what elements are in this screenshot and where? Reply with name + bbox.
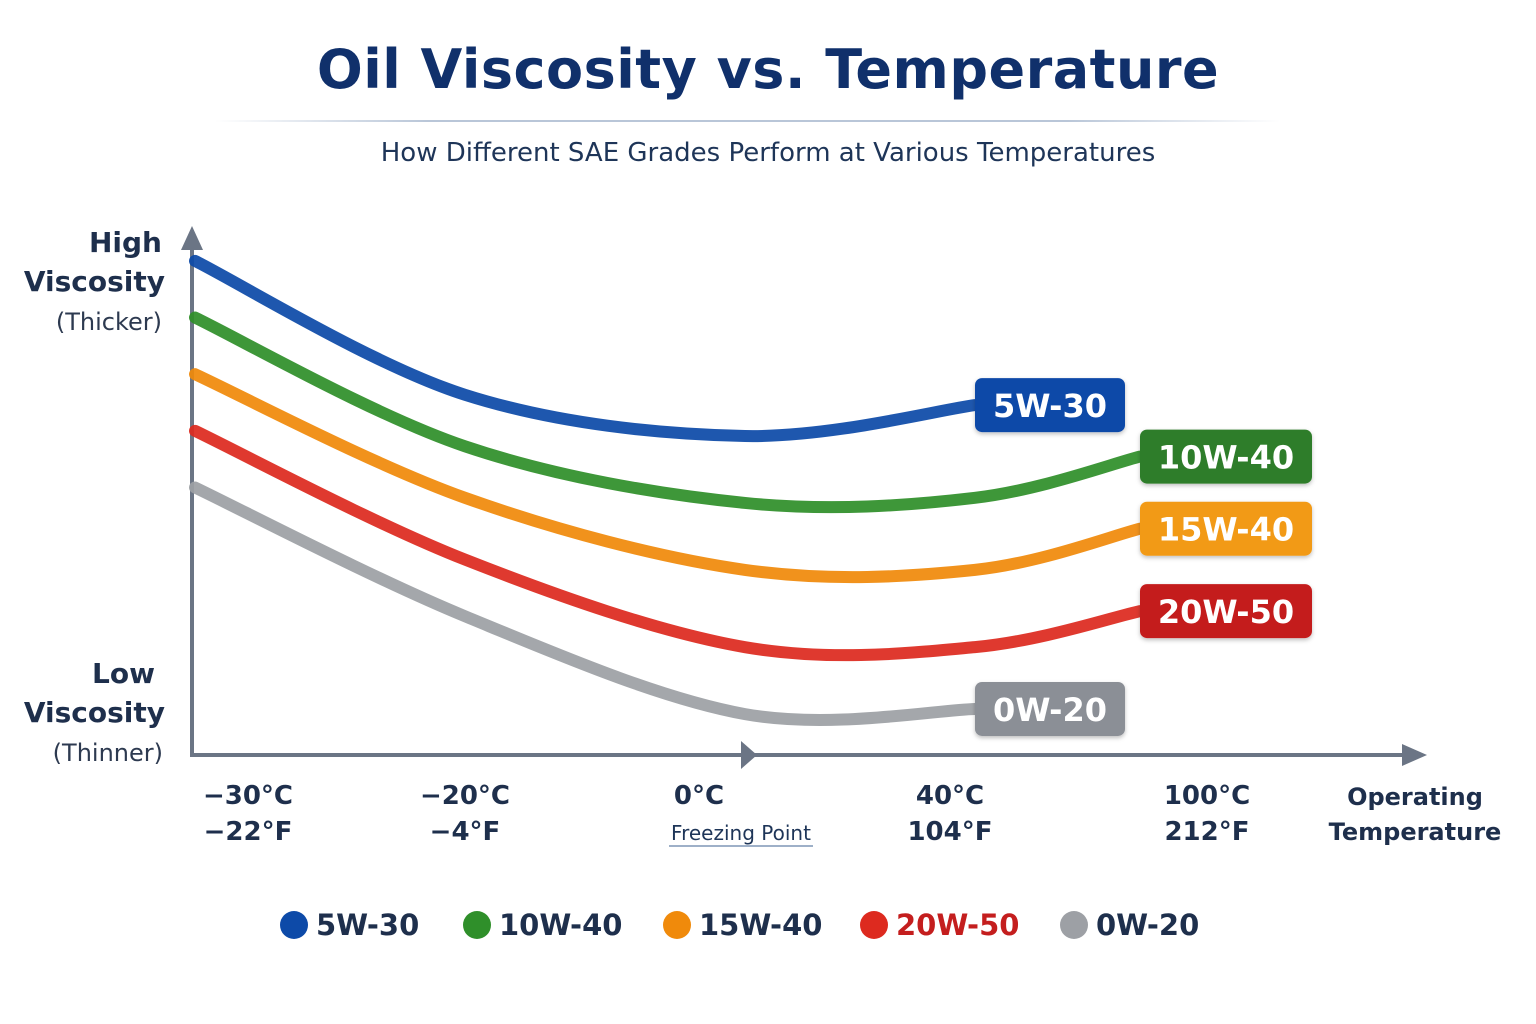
x-tick-c-0: −30°C — [203, 781, 293, 811]
legend-swatch — [860, 911, 888, 939]
x-tick-f-0: −22°F — [204, 817, 293, 847]
legend-item-5w-30: 5W-30 — [280, 900, 419, 950]
series-label-box — [975, 378, 1125, 433]
x-tick-c-2: 0°C — [674, 781, 724, 811]
legend-swatch — [1060, 911, 1088, 939]
y-axis-high-label: High Viscosity (Thicker) — [24, 226, 165, 336]
legend-label: 10W-40 — [499, 908, 623, 942]
y-low-line1: Low — [92, 657, 155, 690]
x-axis-ticks: −30°C −22°F −20°C −4°F 0°C Freezing Poin… — [203, 781, 1501, 847]
x-tick-c-3: 40°C — [916, 781, 984, 811]
series-label-box — [1140, 501, 1312, 556]
legend-item-20w-50: 20W-50 — [860, 900, 1019, 950]
legend-label: 5W-30 — [316, 908, 420, 942]
legend-label: 0W-20 — [1096, 908, 1200, 942]
series-label-15w-40: 15W-40 — [1140, 501, 1312, 556]
legend-label: 15W-40 — [699, 908, 823, 942]
series-label-text: 10W-40 — [1158, 439, 1294, 477]
legend-swatch — [463, 911, 491, 939]
chart-legend: 5W-30 10W-40 15W-40 20W-50 0W-20 — [0, 900, 1536, 950]
chart-axes — [181, 226, 1427, 769]
series-label-box — [975, 681, 1125, 736]
series-label-text: 0W-20 — [993, 691, 1107, 729]
series-label-text: 20W-50 — [1158, 593, 1294, 631]
series-line-20w-50 — [189, 424, 1146, 662]
chart-title: Oil Viscosity vs. Temperature — [316, 38, 1220, 101]
series-layer — [189, 254, 1146, 726]
y-axis-arrowhead — [181, 226, 203, 250]
series-label-box — [1140, 584, 1312, 639]
y-axis-low-label: Low Viscosity (Thinner) — [24, 657, 165, 767]
freezing-point-marker — [741, 741, 757, 769]
x-tick-f-1: −4°F — [430, 817, 501, 847]
x-axis-arrowhead — [1402, 744, 1427, 766]
series-label-text: 5W-30 — [993, 387, 1107, 425]
series-line-10w-40 — [189, 311, 1146, 514]
legend-item-0w-20: 0W-20 — [1060, 900, 1199, 950]
series-label-0w-20: 0W-20 — [975, 681, 1125, 736]
x-tick-freezing-point: Freezing Point — [671, 821, 811, 845]
y-low-line3: (Thinner) — [53, 739, 163, 767]
series-label-20w-50: 20W-50 — [1140, 584, 1312, 639]
series-label-5w-30: 5W-30 — [975, 378, 1125, 433]
series-label-box — [1140, 429, 1312, 484]
legend-swatch — [280, 911, 308, 939]
y-low-line2: Viscosity — [24, 696, 165, 729]
series-line-0w-20 — [189, 481, 981, 726]
x-tick-c-4: 100°C — [1164, 781, 1250, 811]
y-high-line3: (Thicker) — [56, 308, 162, 336]
legend-item-10w-40: 10W-40 — [463, 900, 622, 950]
y-high-line1: High — [89, 226, 162, 259]
series-line-15w-40 — [189, 368, 1146, 584]
title-divider — [215, 120, 1280, 122]
series-label-10w-40: 10W-40 — [1140, 429, 1312, 484]
legend-item-15w-40: 15W-40 — [663, 900, 822, 950]
x-axis-title-line1: Operating — [1347, 783, 1483, 811]
x-tick-c-1: −20°C — [420, 781, 510, 811]
series-line-5w-30 — [189, 254, 981, 443]
y-high-line2: Viscosity — [24, 265, 165, 298]
x-tick-f-4: 212°F — [1164, 817, 1249, 847]
series-label-text: 15W-40 — [1158, 511, 1294, 549]
x-tick-f-3: 104°F — [907, 817, 992, 847]
legend-swatch — [663, 911, 691, 939]
x-axis-title-line2: Temperature — [1329, 818, 1502, 846]
chart-subtitle: How Different SAE Grades Perform at Vari… — [380, 138, 1156, 168]
legend-label: 20W-50 — [896, 908, 1020, 942]
